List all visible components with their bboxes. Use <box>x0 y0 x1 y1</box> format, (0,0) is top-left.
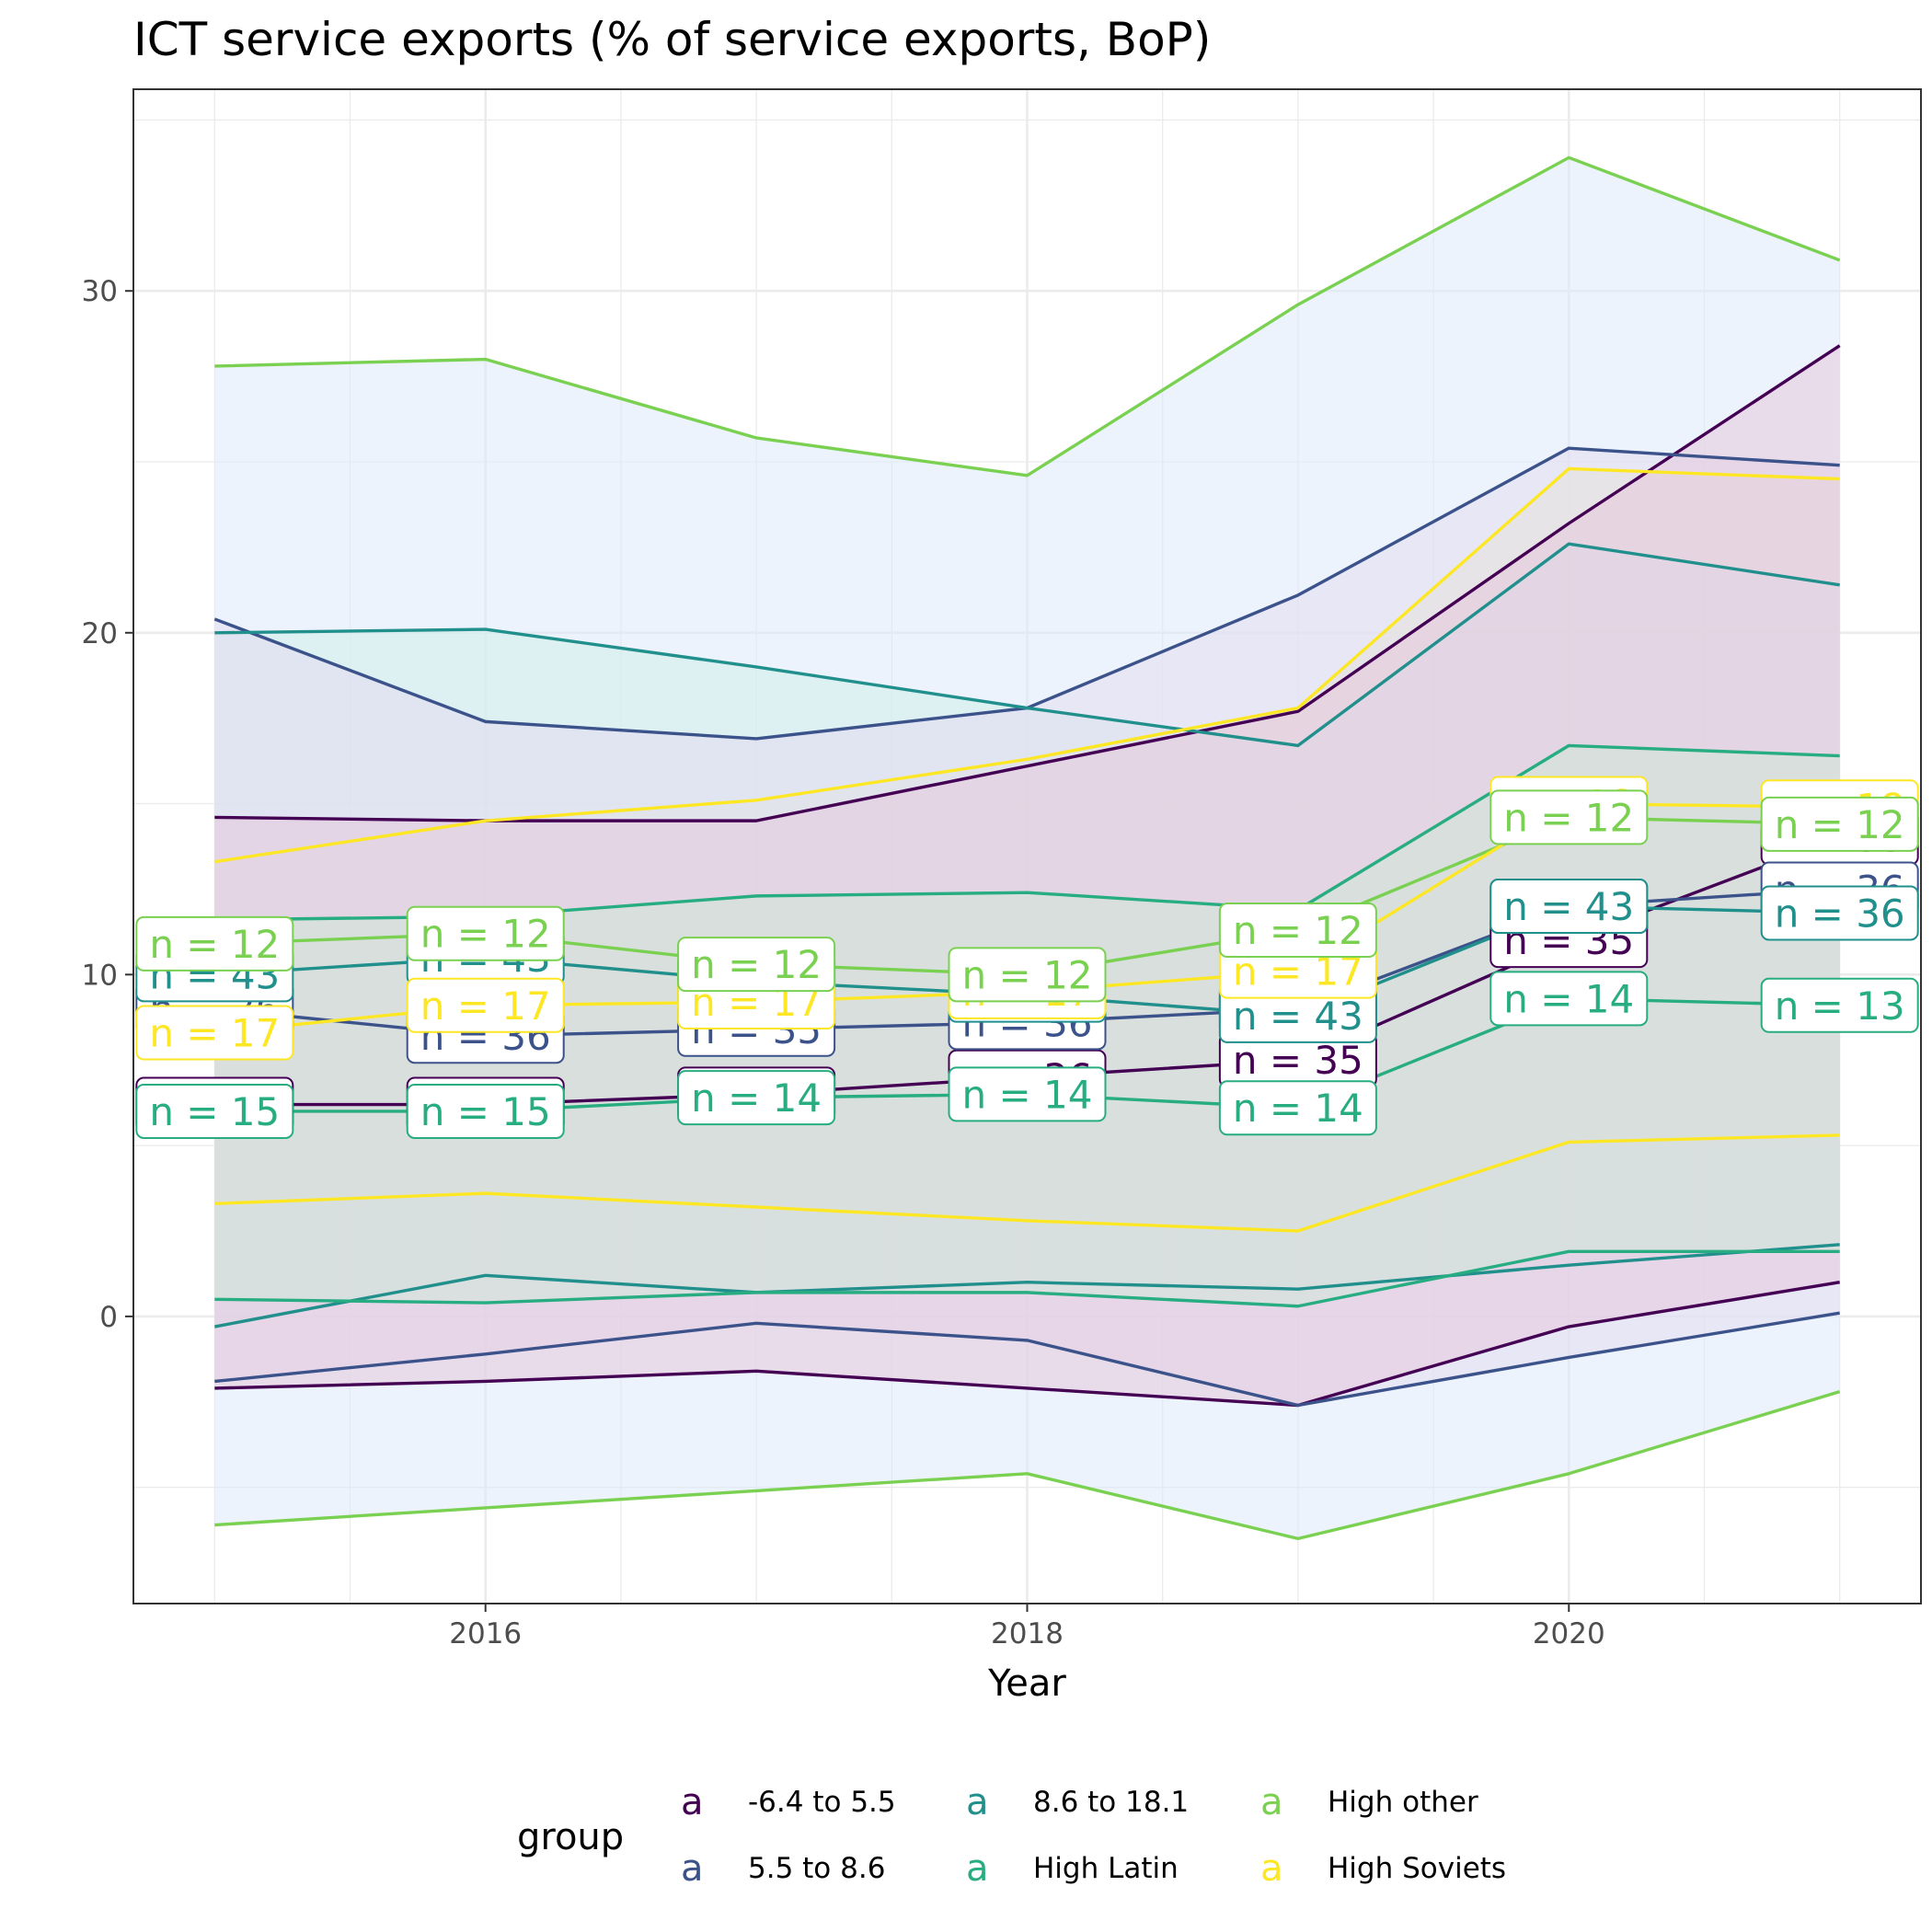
n-label: n = 14 <box>1489 971 1649 1027</box>
n-label-box <box>406 977 565 1033</box>
chart-title: ICT service exports (% of service export… <box>133 13 1211 66</box>
n-label-box <box>1489 789 1649 845</box>
n-label-text: n = 12 <box>1233 908 1363 953</box>
upper-line-high-soviets <box>214 466 1840 864</box>
n-label: n = 13 <box>1760 977 1919 1033</box>
legend-label: High Soviets <box>1328 1852 1506 1885</box>
n-label-text: n = 14 <box>1233 1086 1363 1131</box>
n-label-box <box>135 1083 294 1139</box>
legend-label: High Latin <box>1033 1852 1179 1885</box>
y-axis-ticks: 0 10 20 30 <box>82 275 133 1334</box>
n-label-text: n = 14 <box>1503 976 1634 1021</box>
legend: group a -6.4 to 5.5 a 5.5 to 8.6 a 8.6 to 18.… <box>517 1781 1506 1890</box>
n-label-box <box>677 937 836 993</box>
legend-key-glyph: a <box>681 1847 704 1890</box>
x-axis-title: Year <box>987 1662 1066 1705</box>
upper-line-8.6-to-18.1 <box>214 542 1840 748</box>
legend-key-glyph: a <box>1260 1781 1283 1823</box>
n-label: n = 12 <box>677 937 836 993</box>
n-label-box <box>1489 879 1649 935</box>
x-axis-ticks: 2016 2018 2020 <box>449 1604 1605 1650</box>
n-label-box <box>1489 971 1649 1027</box>
n-label-box <box>1218 903 1377 959</box>
n-label-text: n = 12 <box>1775 802 1905 847</box>
y-tick-label: 20 <box>82 617 118 650</box>
n-label: n = 43 <box>1489 879 1649 935</box>
n-label-text: n = 36 <box>1775 891 1905 936</box>
n-label: n = 14 <box>1218 1080 1377 1136</box>
lower-line-5.5-to-8.6 <box>214 1311 1840 1408</box>
n-label-box <box>1218 1080 1377 1136</box>
n-label: n = 15 <box>406 1083 565 1139</box>
legend-key-glyph: a <box>966 1847 989 1890</box>
y-tick-label: 10 <box>82 959 118 992</box>
n-label-box <box>948 947 1107 1003</box>
n-label-text: n = 12 <box>691 942 822 987</box>
n-label-text: n = 43 <box>1503 884 1634 929</box>
n-label: n = 17 <box>135 1005 294 1061</box>
x-tick-label: 2020 <box>1533 1617 1605 1650</box>
n-label-box <box>1760 977 1919 1033</box>
legend-key-glyph: a <box>1260 1847 1283 1890</box>
n-labels: n = 39n = 39n = 38n = 36n = 35n = 35n = … <box>135 776 1919 1139</box>
n-label-text: n = 17 <box>420 983 551 1029</box>
lower-line-8.6-to-18.1 <box>214 1243 1840 1328</box>
n-label-text: n = 14 <box>691 1075 822 1121</box>
n-label: n = 12 <box>1218 903 1377 959</box>
x-tick-label: 2018 <box>991 1617 1064 1650</box>
n-label: n = 15 <box>135 1083 294 1139</box>
n-label-box <box>677 1070 836 1126</box>
n-label: n = 36 <box>1760 885 1919 941</box>
x-tick-label: 2016 <box>449 1617 522 1650</box>
n-label-text: n = 15 <box>149 1089 280 1134</box>
n-label: n = 12 <box>948 947 1107 1003</box>
n-label: n = 12 <box>406 905 565 961</box>
n-label-text: n = 14 <box>962 1072 1093 1117</box>
n-label: n = 17 <box>406 977 565 1033</box>
legend-label: -6.4 to 5.5 <box>748 1786 896 1819</box>
n-label: n = 35 <box>1218 1032 1377 1088</box>
n-label-box <box>948 1066 1107 1122</box>
n-label: n = 12 <box>135 915 294 972</box>
legend-label: 5.5 to 8.6 <box>748 1852 885 1885</box>
n-label-box <box>135 915 294 972</box>
lower-line-high-latin <box>214 1249 1840 1308</box>
n-label-box <box>1760 796 1919 852</box>
legend-key-glyph: a <box>966 1781 989 1823</box>
legend-label: High other <box>1328 1786 1478 1819</box>
y-tick-label: 30 <box>82 275 118 308</box>
n-label: n = 12 <box>1760 796 1919 852</box>
n-label-text: n = 35 <box>1233 1038 1363 1083</box>
legend-label: 8.6 to 18.1 <box>1033 1786 1189 1819</box>
n-label: n = 14 <box>948 1066 1107 1122</box>
legend-key-glyph: a <box>681 1781 704 1823</box>
n-label-text: n = 43 <box>1233 994 1363 1039</box>
n-label-box <box>406 1083 565 1139</box>
n-label: n = 43 <box>1218 987 1377 1043</box>
n-label: n = 14 <box>677 1070 836 1126</box>
legend-title: group <box>517 1816 624 1858</box>
lower-line-high-soviets <box>214 1133 1840 1233</box>
lower-line-high-other <box>214 1390 1841 1541</box>
n-label-text: n = 15 <box>420 1089 551 1134</box>
n-label: n = 12 <box>1489 789 1649 845</box>
n-label-text: n = 13 <box>1775 983 1905 1029</box>
n-label-box <box>1760 885 1919 941</box>
n-label-box <box>135 1005 294 1061</box>
n-label-text: n = 12 <box>962 952 1093 997</box>
n-label-text: n = 12 <box>1503 795 1634 840</box>
lower-line--6.4-to-5.5 <box>214 1281 1840 1408</box>
y-tick-label: 0 <box>99 1301 118 1334</box>
n-label-text: n = 12 <box>420 912 551 957</box>
n-label-box <box>406 905 565 961</box>
n-label-text: n = 17 <box>149 1010 280 1055</box>
n-label-text: n = 12 <box>149 922 280 967</box>
upper-line-high-other <box>214 155 1841 477</box>
